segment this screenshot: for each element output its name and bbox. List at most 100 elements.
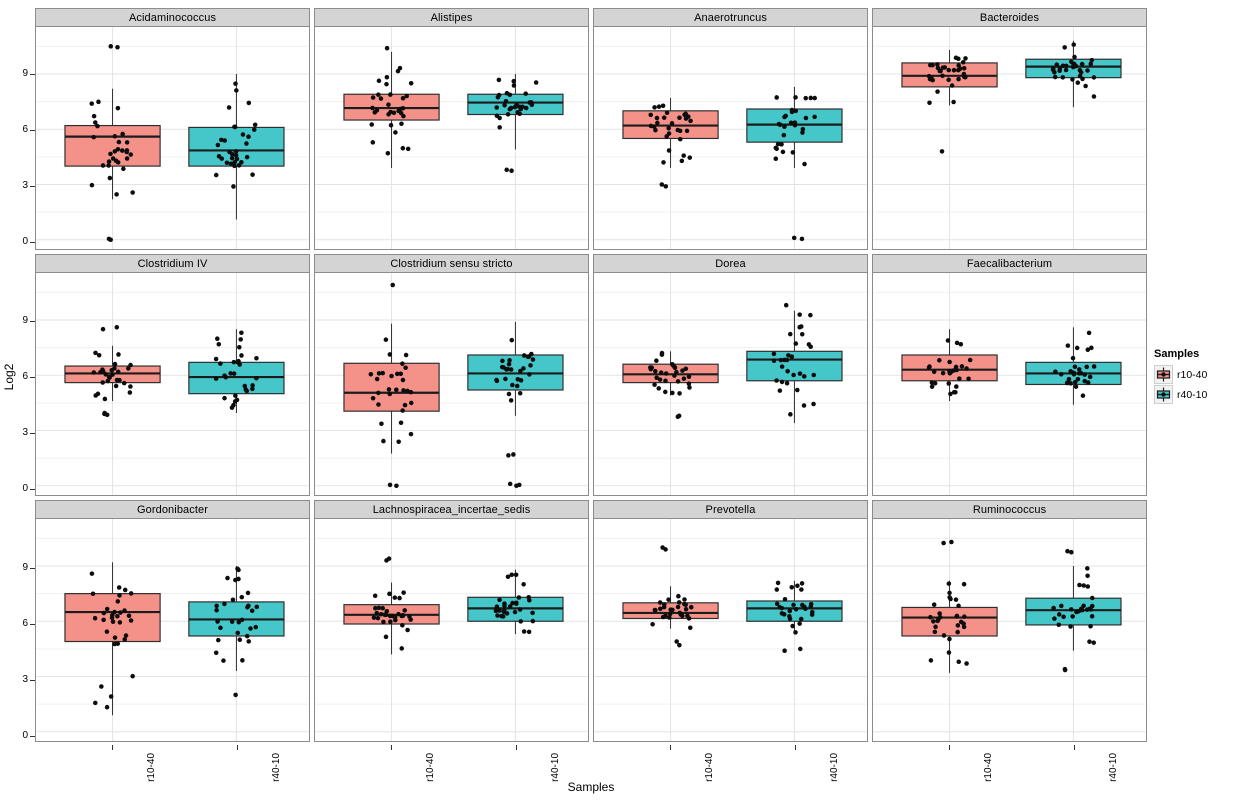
data-point <box>226 105 232 110</box>
data-point <box>214 607 219 613</box>
data-point <box>91 134 96 140</box>
data-point <box>506 361 512 367</box>
data-point <box>682 112 687 117</box>
data-point <box>378 96 384 101</box>
data-point <box>530 357 536 362</box>
boxplot-group-r40-10 <box>188 565 285 671</box>
y-axis-tick <box>30 241 35 243</box>
outlier-point <box>104 412 110 418</box>
boxplot-group-r10-40 <box>901 580 998 673</box>
data-point <box>658 370 664 375</box>
data-point <box>254 375 259 381</box>
data-point <box>771 351 777 357</box>
data-point <box>1052 616 1057 621</box>
facet-cell: Clostridium sensu stricto <box>314 254 589 496</box>
boxplot-group-r40-10 <box>746 580 843 635</box>
data-point <box>781 612 787 617</box>
data-point <box>677 136 683 142</box>
boxplot-group-r10-40 <box>622 351 719 396</box>
jitter-points-r10-40 <box>89 571 135 710</box>
jitter-points-r10-40 <box>371 556 413 651</box>
data-point <box>395 371 400 377</box>
facet-strip: Faecalibacterium <box>872 254 1147 273</box>
y-axis-tick <box>30 74 35 76</box>
outlier-point <box>674 639 679 644</box>
data-point <box>666 126 671 131</box>
data-point <box>789 107 795 113</box>
data-point <box>954 340 960 346</box>
data-point <box>121 166 126 172</box>
data-point <box>799 587 804 592</box>
jitter-points-r10-40 <box>368 282 414 489</box>
facet-strip: Bacteroides <box>872 8 1147 27</box>
data-point <box>947 636 952 642</box>
data-point <box>530 618 536 624</box>
data-point <box>497 115 502 121</box>
data-point <box>791 602 796 608</box>
data-point <box>1076 371 1082 376</box>
facet-title: Alistipes <box>430 11 473 24</box>
x-axis-tick-label: r10-40 <box>982 753 994 782</box>
data-point <box>115 160 121 165</box>
data-point <box>782 596 788 602</box>
panel-plot-area <box>35 272 310 496</box>
legend-key-boxplot-glyph <box>1154 365 1173 384</box>
data-point <box>112 641 117 647</box>
y-axis-tick-label: 9 <box>22 562 28 574</box>
outlier-point <box>675 414 681 419</box>
data-point <box>238 337 243 342</box>
data-point <box>386 112 391 117</box>
data-point <box>1087 374 1093 380</box>
outlier-point <box>106 236 112 242</box>
data-point <box>660 103 666 109</box>
data-point <box>926 73 932 79</box>
data-point <box>130 190 135 195</box>
data-point <box>663 389 668 395</box>
jitter-points-r10-40 <box>91 325 133 418</box>
data-point <box>652 382 657 387</box>
outlier-point <box>941 540 946 546</box>
data-point <box>408 431 414 437</box>
data-point <box>110 156 116 161</box>
facet-cell: Gordonibacter <box>35 500 310 742</box>
data-point <box>251 127 257 132</box>
data-point <box>935 618 940 624</box>
data-point <box>106 374 112 380</box>
jitter-points-r10-40 <box>928 539 969 666</box>
panel-plot-area <box>593 272 868 496</box>
facet-title: Dorea <box>715 257 746 270</box>
data-point <box>667 615 672 620</box>
data-point <box>505 574 511 580</box>
data-point <box>654 375 659 381</box>
data-point <box>400 613 406 618</box>
data-point <box>1072 54 1077 60</box>
jitter-points-r10-40 <box>648 350 692 419</box>
data-point <box>771 358 777 363</box>
data-point <box>253 624 259 630</box>
data-point <box>398 420 404 426</box>
outlier-point <box>100 326 106 332</box>
data-point <box>946 381 952 386</box>
data-point <box>376 605 382 611</box>
box <box>901 354 998 382</box>
data-point <box>1070 64 1076 70</box>
data-point <box>799 581 805 586</box>
data-point <box>215 336 220 341</box>
gridlines <box>315 27 588 249</box>
facet-cell: Anaerotruncus <box>593 8 868 250</box>
data-point <box>231 402 236 408</box>
data-point <box>386 102 391 107</box>
gridlines <box>315 519 588 741</box>
panel-plot-area <box>593 26 868 250</box>
data-point <box>964 366 969 371</box>
data-point <box>800 130 805 135</box>
data-point <box>507 604 513 609</box>
data-point <box>370 395 376 401</box>
data-point <box>495 613 500 618</box>
data-point <box>233 149 239 154</box>
data-point <box>518 619 524 624</box>
data-point <box>526 629 532 635</box>
data-point <box>945 338 951 343</box>
data-point <box>795 583 800 589</box>
data-point <box>957 376 962 381</box>
